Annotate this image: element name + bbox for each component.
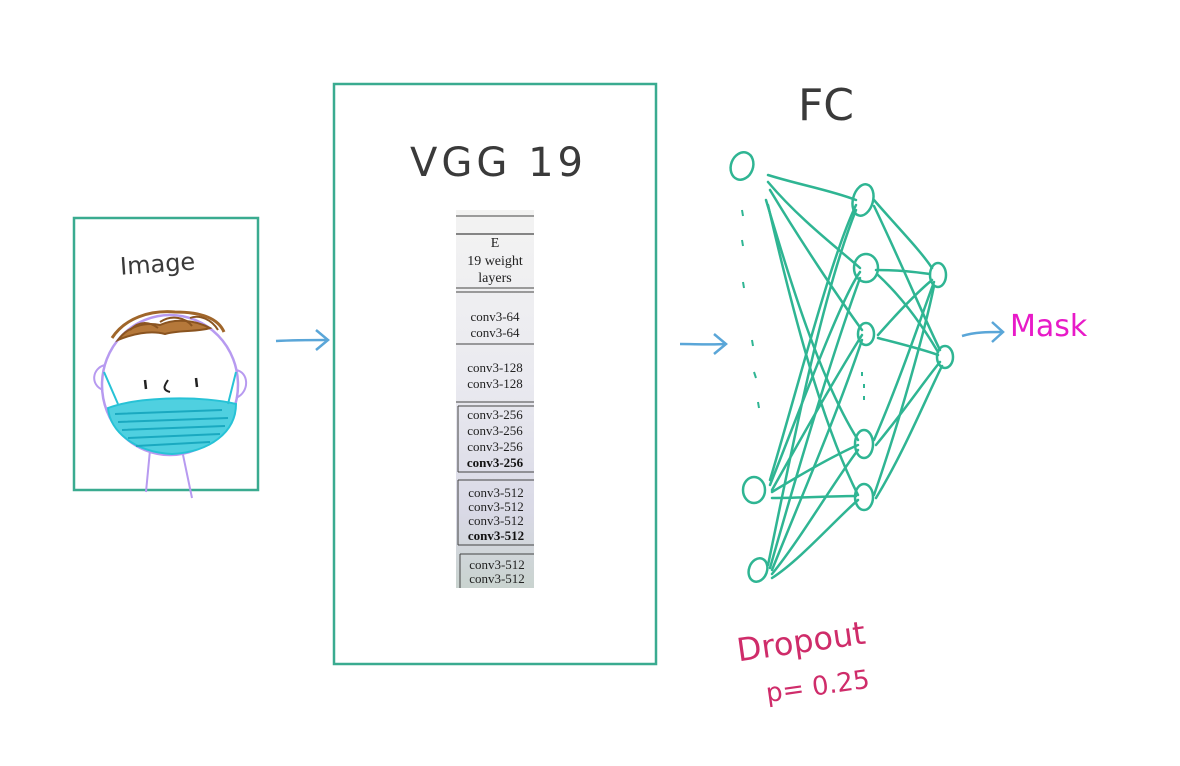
- neuron-node: [858, 323, 874, 345]
- table-layer: conv3-64: [470, 309, 520, 324]
- vgg-title: VGG 19: [410, 140, 587, 186]
- neuron-node: [855, 484, 873, 510]
- image-panel: Image: [74, 218, 258, 498]
- fc-title: FC: [798, 80, 854, 131]
- fc-network: FC: [727, 80, 953, 709]
- arrow-icon: [276, 330, 328, 350]
- neuron-node: [745, 556, 770, 585]
- image-label: Image: [119, 248, 196, 281]
- table-layer: conv3-512: [469, 571, 525, 586]
- dropout-value: p= 0.25: [764, 665, 872, 709]
- table-layer: conv3-512: [468, 528, 524, 543]
- table-layer: conv3-64: [470, 325, 520, 340]
- face-icon: [94, 312, 246, 498]
- table-header-line-2: 19 weight: [467, 254, 523, 269]
- table-layer: conv3-256: [467, 439, 523, 454]
- table-layer: conv3-512: [468, 499, 524, 514]
- table-header-line-3: layers: [478, 271, 511, 286]
- output-mask-label: Mask: [1010, 309, 1088, 344]
- table-layer: conv3-128: [467, 376, 523, 391]
- neuron-node: [854, 254, 878, 282]
- table-layer: conv3-512: [469, 557, 525, 572]
- arrow-icon: [962, 322, 1003, 342]
- table-layer: conv3-256: [467, 407, 523, 422]
- fc-connections: [766, 175, 942, 578]
- arrow-icon: [680, 334, 726, 354]
- table-layer: conv3-256: [467, 455, 524, 470]
- neuron-node: [930, 263, 946, 287]
- table-layer: conv3-512: [468, 513, 524, 528]
- table-layer: conv3-128: [467, 360, 523, 375]
- dropout-label: Dropout: [734, 614, 867, 670]
- neuron-node: [937, 346, 953, 368]
- table-header-line-1: E: [491, 236, 500, 251]
- vgg-panel: VGG 19 E 19 weight layers conv3-64 con: [334, 84, 656, 664]
- table-layer: conv3-256: [467, 423, 523, 438]
- fc-nodes: [727, 149, 953, 584]
- table-layer: conv3-512: [468, 485, 524, 500]
- neuron-node: [743, 477, 765, 503]
- neuron-node: [727, 149, 757, 183]
- vgg-layer-table: E 19 weight layers conv3-64 conv3-64 con…: [456, 210, 534, 588]
